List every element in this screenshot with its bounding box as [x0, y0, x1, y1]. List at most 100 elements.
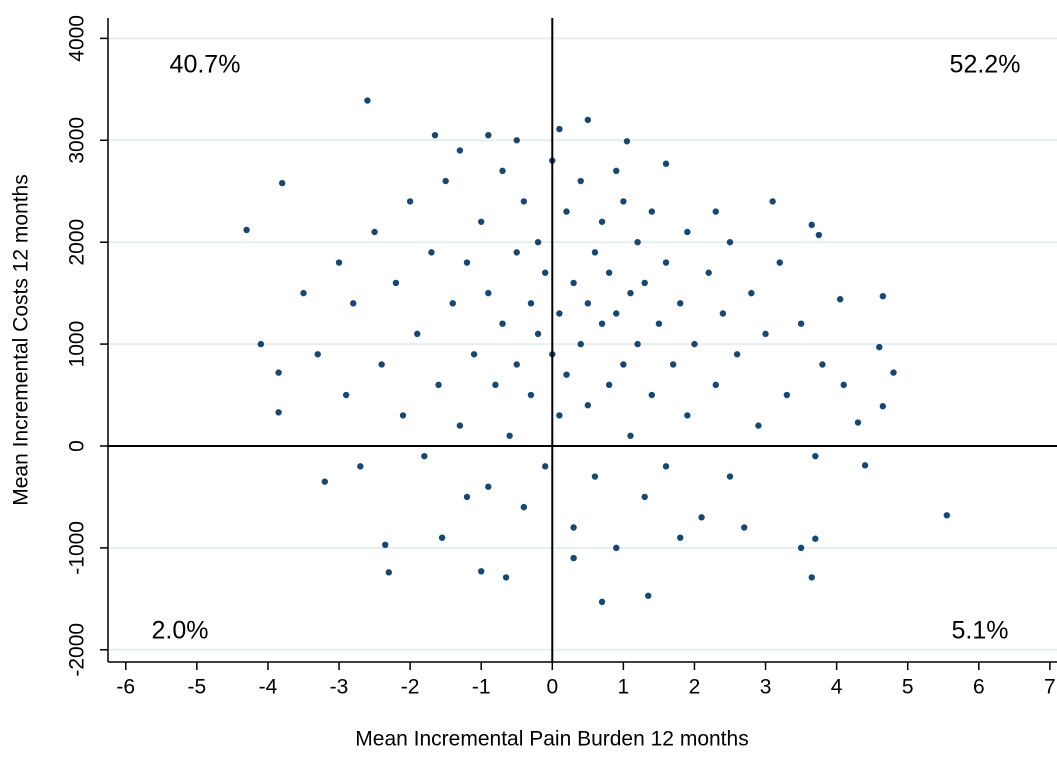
point [314, 351, 321, 358]
point [485, 483, 492, 490]
point [645, 592, 652, 599]
quadrant-share: 5.1% [952, 617, 1009, 645]
x-tick-label: -1 [472, 676, 491, 699]
point [648, 208, 656, 215]
point [815, 231, 823, 239]
point [861, 462, 869, 469]
y-tick-label: -2000 [66, 623, 89, 677]
point [513, 249, 520, 256]
point [492, 381, 499, 389]
point [300, 289, 307, 297]
point [634, 340, 641, 348]
y-tick-label: -1000 [66, 521, 89, 575]
point [776, 259, 783, 266]
point [808, 221, 815, 229]
point [812, 535, 819, 542]
x-axis-title: Mean Incremental Pain Burden 12 months [355, 728, 748, 751]
quadrant-share: 52.2% [950, 51, 1021, 79]
point [502, 574, 510, 581]
point [662, 160, 670, 167]
point [812, 452, 819, 460]
point [442, 177, 449, 185]
point [534, 330, 542, 338]
point [620, 361, 627, 368]
point [350, 300, 357, 307]
point [726, 473, 734, 480]
x-tick-label: 1 [618, 676, 630, 699]
point [321, 478, 329, 485]
point [584, 300, 592, 307]
x-tick-label: 3 [760, 676, 772, 699]
point [797, 544, 805, 552]
x-tick-label: 0 [546, 676, 558, 699]
point [399, 412, 407, 419]
point [485, 289, 492, 297]
point [342, 391, 350, 399]
y-axis-title: Mean Incremental Costs 12 months [10, 174, 33, 506]
point [435, 381, 442, 389]
point [534, 238, 542, 246]
point [506, 432, 513, 439]
x-tick-label: 5 [902, 676, 914, 699]
point [478, 218, 485, 225]
point [741, 524, 748, 531]
y-tick-label: 0 [66, 440, 89, 452]
point [854, 419, 862, 426]
point [584, 402, 592, 409]
point [712, 381, 719, 389]
point [705, 269, 712, 276]
point [520, 198, 528, 205]
point [655, 320, 663, 327]
point [613, 167, 620, 175]
point [879, 292, 887, 300]
x-tick-label: -3 [330, 676, 349, 699]
point [556, 125, 563, 133]
point [684, 412, 691, 419]
point [335, 259, 343, 266]
point [392, 279, 400, 287]
point [456, 422, 464, 429]
point [449, 300, 456, 307]
point [591, 473, 599, 480]
y-tick-label: 4000 [66, 15, 89, 62]
point [669, 361, 677, 368]
point [943, 512, 951, 519]
point [357, 463, 364, 470]
point [605, 381, 613, 389]
x-tick-label: 6 [973, 676, 985, 699]
point [556, 310, 563, 317]
point [478, 568, 485, 575]
point [605, 269, 613, 276]
point [541, 463, 549, 470]
quadrant-share: 2.0% [152, 617, 209, 645]
point [808, 574, 815, 581]
point [463, 259, 471, 266]
point [577, 177, 584, 185]
point [541, 269, 549, 276]
point [385, 569, 392, 576]
point [570, 554, 577, 562]
point [428, 249, 435, 256]
point [563, 371, 570, 378]
point [620, 198, 627, 205]
x-tick-label: 4 [831, 676, 843, 699]
point [278, 179, 286, 187]
point [371, 228, 378, 236]
x-tick-label: 2 [689, 676, 701, 699]
point [623, 138, 631, 145]
point [876, 343, 883, 351]
y-tick-label: 1000 [66, 321, 89, 368]
point [719, 310, 727, 317]
point [783, 391, 791, 399]
point [527, 391, 535, 399]
x-tick-label: -6 [116, 676, 135, 699]
point [684, 228, 691, 236]
point [463, 493, 471, 501]
point [243, 226, 250, 234]
point [648, 391, 656, 399]
point [470, 351, 478, 358]
point [513, 137, 520, 144]
point [364, 97, 371, 104]
point [378, 361, 385, 368]
